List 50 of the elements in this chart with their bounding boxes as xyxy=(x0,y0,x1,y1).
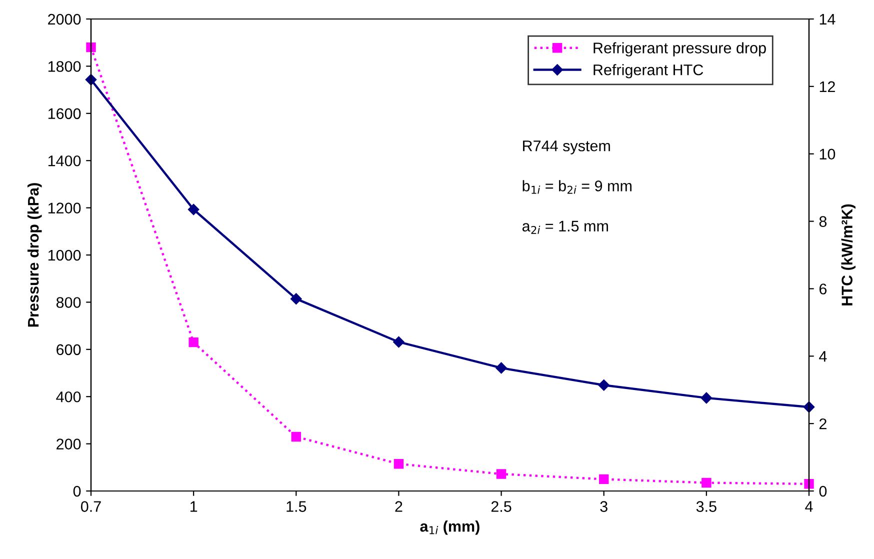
point xyxy=(85,74,97,86)
y2-tick-label: 10 xyxy=(820,148,836,160)
point xyxy=(86,42,96,52)
point xyxy=(290,293,302,304)
y-tick-label: 1000 xyxy=(48,250,81,261)
y-tick-label: 0 xyxy=(73,486,81,497)
y-tick-label: 600 xyxy=(56,344,81,356)
x-tick-label: 3.5 xyxy=(696,501,716,512)
x-tick-label: 2 xyxy=(395,501,402,512)
y-tick-label: 2000 xyxy=(48,14,81,25)
x-tick-label: 1.5 xyxy=(286,501,306,512)
point xyxy=(291,432,302,442)
y-tick-label: 1200 xyxy=(48,202,81,214)
point xyxy=(496,362,507,374)
x-tick-label: 1 xyxy=(190,501,198,512)
point xyxy=(598,380,610,391)
legend-label: Refrigerant HTC xyxy=(594,64,704,78)
y-axis-title: Pressure drop (kPa) xyxy=(27,183,42,327)
point xyxy=(598,474,609,484)
x-tick-label: 0.7 xyxy=(80,501,101,512)
y-tick-label: 200 xyxy=(56,438,81,450)
point xyxy=(188,204,200,216)
x-axis-title: a$_{1i}$ (mm) xyxy=(420,520,480,535)
point xyxy=(393,336,404,348)
y2-tick-label: 8 xyxy=(819,216,827,227)
point xyxy=(804,479,814,489)
y2-tick-label: 14 xyxy=(820,14,836,25)
y-tick-label: 800 xyxy=(56,297,81,308)
point xyxy=(188,337,198,348)
y2-tick-label: 4 xyxy=(819,351,827,362)
y2-tick-label: 2 xyxy=(819,418,826,430)
y-tick-label: 1800 xyxy=(48,61,81,72)
point xyxy=(700,392,712,404)
point xyxy=(702,478,712,488)
point xyxy=(394,459,404,469)
x-tick-label: 4 xyxy=(805,501,813,512)
annotation: b$_{1i}$ = b$_{2i}$ = 9 mm xyxy=(522,180,632,194)
point xyxy=(496,469,506,479)
annotation: R744 system xyxy=(523,140,610,154)
annotation: a$_{2i}$ = 1.5 mm xyxy=(522,220,608,234)
y2-tick-label: 12 xyxy=(820,81,835,92)
x-tick-label: 3 xyxy=(600,501,608,512)
y-tick-label: 400 xyxy=(56,391,81,402)
y2-axis-title: HTC (kW/m²K) xyxy=(841,204,856,306)
y2-tick-label: 0 xyxy=(819,486,827,497)
y-tick-label: 1600 xyxy=(48,108,81,120)
y-tick-label: 1400 xyxy=(48,155,81,166)
legend-label: Refrigerant pressure drop xyxy=(594,42,766,56)
x-tick-label: 2.5 xyxy=(491,501,512,512)
y2-tick-label: 6 xyxy=(820,284,827,294)
